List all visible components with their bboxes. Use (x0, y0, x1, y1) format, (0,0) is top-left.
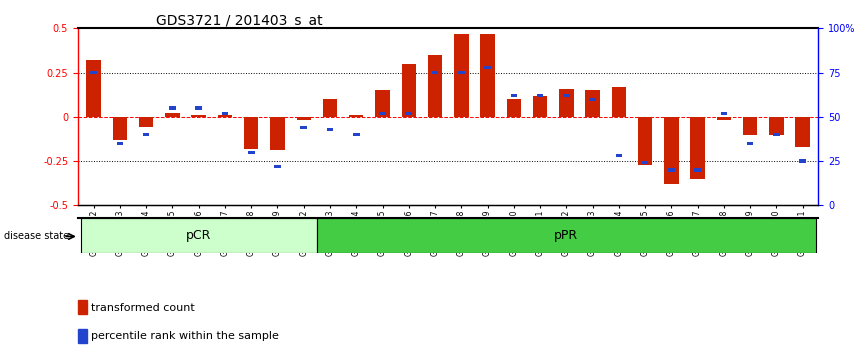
Bar (143, 133, 150, 136)
Bar (349, 115, 364, 117)
Bar (795, 117, 810, 147)
Bar (90, 71, 97, 74)
Bar (537, 94, 543, 97)
Bar (533, 96, 547, 117)
Bar (458, 71, 464, 74)
Bar (402, 64, 416, 117)
Bar (664, 117, 679, 184)
Bar (217, 115, 232, 117)
Bar (81, 218, 317, 253)
Bar (113, 117, 127, 140)
Bar (611, 87, 626, 117)
Bar (244, 117, 258, 149)
Bar (117, 142, 123, 145)
Bar (191, 115, 206, 117)
Bar (379, 112, 385, 115)
Bar (690, 117, 705, 179)
Bar (507, 99, 521, 117)
Bar (432, 71, 438, 74)
Bar (275, 165, 281, 168)
Bar (481, 34, 494, 117)
Bar (642, 161, 649, 164)
Text: transformed count: transformed count (91, 303, 195, 313)
Bar (563, 94, 570, 97)
Text: GDS3721 / 201403_s_at: GDS3721 / 201403_s_at (156, 14, 322, 28)
Bar (87, 60, 101, 117)
Bar (405, 112, 412, 115)
Bar (196, 106, 202, 110)
Bar (326, 128, 333, 131)
Bar (296, 117, 311, 120)
Text: pPR: pPR (554, 229, 578, 242)
Bar (222, 112, 229, 115)
Bar (169, 106, 176, 110)
Bar (717, 117, 731, 120)
Bar (353, 133, 359, 136)
Bar (511, 94, 517, 97)
Bar (317, 218, 816, 253)
Bar (589, 98, 596, 101)
Bar (773, 133, 779, 136)
Bar (616, 154, 622, 157)
Bar (638, 117, 652, 165)
Bar (585, 90, 600, 117)
Bar (323, 99, 337, 117)
Text: disease state: disease state (4, 232, 69, 241)
Bar (454, 34, 469, 117)
Bar (428, 55, 443, 117)
Bar (139, 117, 153, 127)
Text: percentile rank within the sample: percentile rank within the sample (91, 331, 279, 341)
Bar (270, 117, 285, 150)
Bar (743, 117, 758, 135)
Bar (721, 112, 727, 115)
Bar (301, 126, 307, 129)
Bar (78, 301, 87, 314)
Bar (375, 90, 390, 117)
Bar (668, 169, 675, 172)
Bar (799, 159, 806, 163)
Bar (484, 66, 491, 69)
Bar (746, 142, 753, 145)
Bar (559, 88, 573, 117)
Bar (248, 151, 255, 154)
Bar (695, 169, 701, 172)
Bar (78, 329, 87, 343)
Text: pCR: pCR (186, 229, 211, 242)
Bar (165, 113, 179, 117)
Bar (769, 117, 784, 135)
